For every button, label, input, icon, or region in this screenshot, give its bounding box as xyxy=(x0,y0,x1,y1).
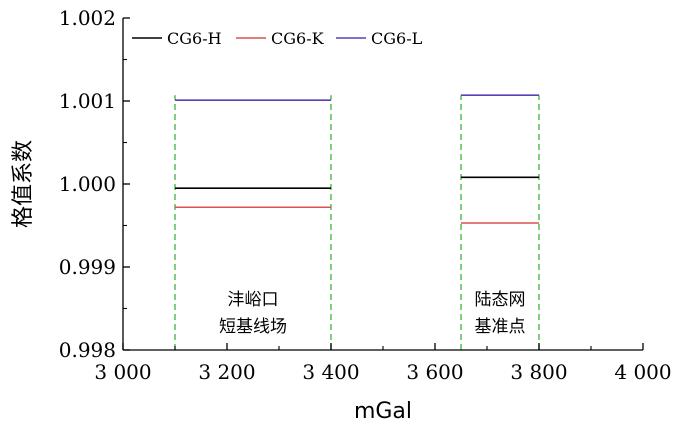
y-tick-label-3: 1.001 xyxy=(59,89,116,113)
tick-labels: 3 000 3 200 3 400 3 600 3 800 4 000 0.998 0.999… xyxy=(59,6,672,384)
x-tick-label-3: 3 600 xyxy=(406,360,463,384)
y-tick-label-4: 1.002 xyxy=(59,6,116,30)
legend: CG6-H CG6-K CG6-L xyxy=(132,29,423,48)
annotation-1-line-1: 基准点 xyxy=(475,317,526,337)
axes xyxy=(122,17,644,351)
x-tick-label-0: 3 000 xyxy=(94,360,151,384)
y-axis-label: 格值系数 xyxy=(11,140,36,228)
legend-label-cg6-k: CG6-K xyxy=(271,29,325,48)
y-tick-label-2: 1.000 xyxy=(59,172,116,196)
annotation-0-line-1: 短基线场 xyxy=(219,317,287,337)
x-tick-label-5: 4 000 xyxy=(614,360,671,384)
y-tick-label-1: 0.999 xyxy=(59,255,116,279)
legend-label-cg6-l: CG6-L xyxy=(371,29,423,48)
x-tick-label-1: 3 200 xyxy=(198,360,255,384)
x-tick-label-2: 3 400 xyxy=(302,360,359,384)
x-tick-label-4: 3 800 xyxy=(510,360,567,384)
x-axis-label: mGal xyxy=(354,399,412,424)
series-lines xyxy=(175,94,539,224)
y-tick-label-0: 0.998 xyxy=(59,338,116,362)
legend-label-cg6-h: CG6-H xyxy=(167,29,222,48)
annotation-0-line-0: 沣峪口 xyxy=(228,290,279,310)
annotation-1-line-0: 陆态网 xyxy=(475,290,526,310)
